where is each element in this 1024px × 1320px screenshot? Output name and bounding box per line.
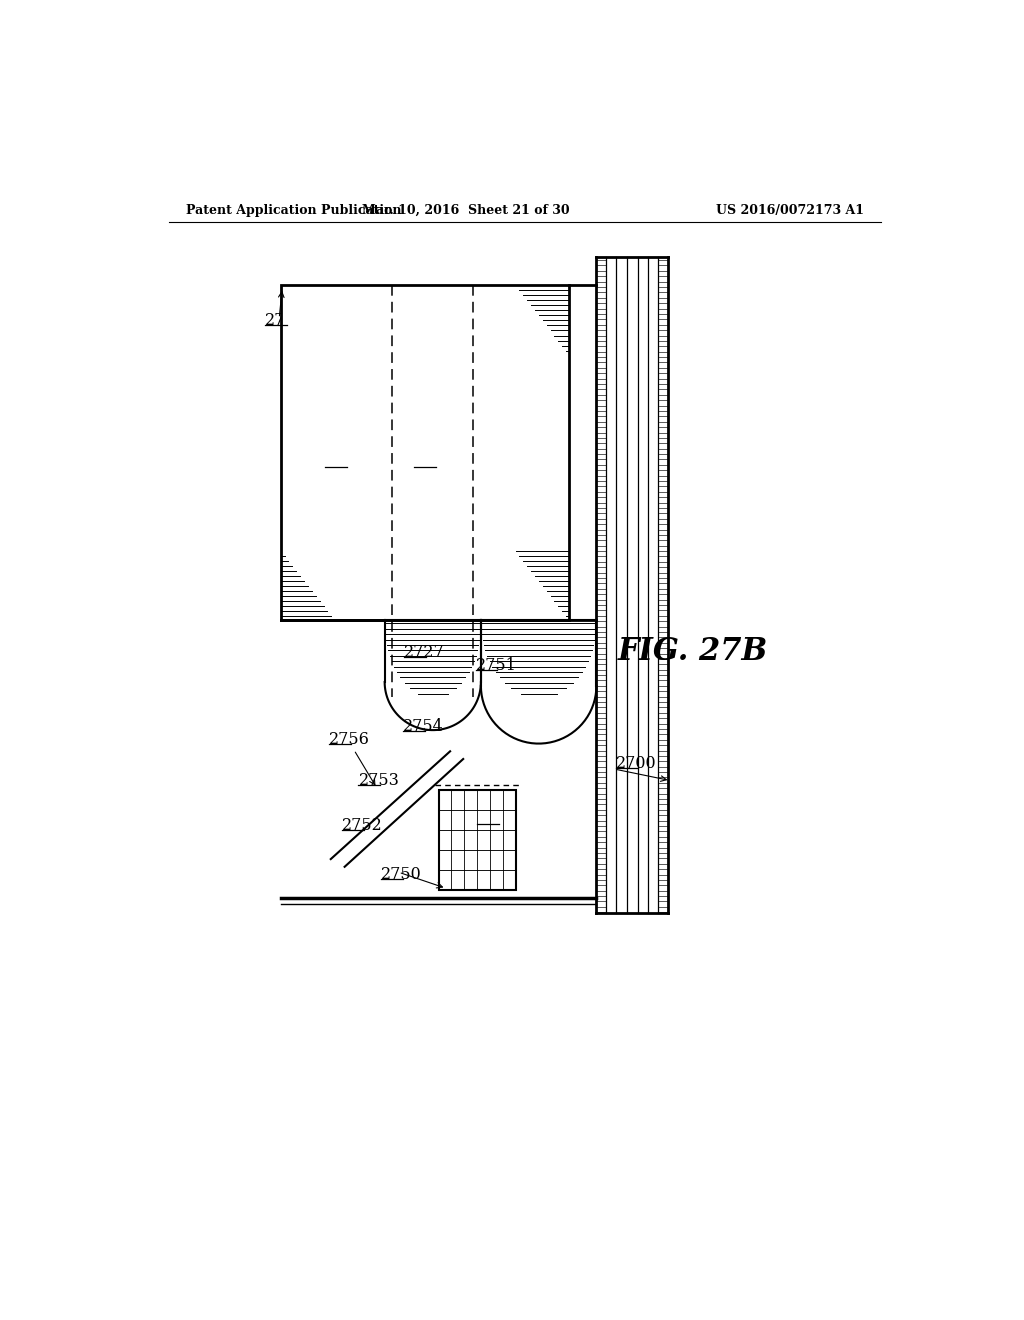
- Text: Mar. 10, 2016  Sheet 21 of 30: Mar. 10, 2016 Sheet 21 of 30: [361, 205, 569, 218]
- Text: US 2016/0072173 A1: US 2016/0072173 A1: [716, 205, 864, 218]
- Text: Patent Application Publication: Patent Application Publication: [186, 205, 401, 218]
- Bar: [438, 789, 515, 890]
- Text: 2700: 2700: [615, 755, 656, 772]
- Text: 2720: 2720: [265, 312, 306, 329]
- Bar: [438, 810, 515, 830]
- Text: 2725: 2725: [414, 454, 455, 471]
- Text: FIG. 27B: FIG. 27B: [617, 636, 768, 667]
- Text: 2752: 2752: [342, 817, 383, 834]
- Text: 2710: 2710: [477, 810, 518, 828]
- Text: 2754: 2754: [403, 718, 443, 735]
- Text: 2756: 2756: [330, 731, 370, 748]
- Bar: [438, 870, 515, 890]
- Bar: [281, 285, 569, 620]
- Bar: [438, 830, 515, 850]
- Bar: [438, 850, 515, 870]
- Text: 2727: 2727: [403, 644, 444, 661]
- Bar: [281, 285, 569, 620]
- Text: 2750: 2750: [381, 866, 422, 883]
- Text: 2726: 2726: [326, 454, 367, 471]
- Bar: [438, 789, 515, 810]
- Text: 2751: 2751: [475, 656, 516, 673]
- Text: 2753: 2753: [358, 772, 399, 789]
